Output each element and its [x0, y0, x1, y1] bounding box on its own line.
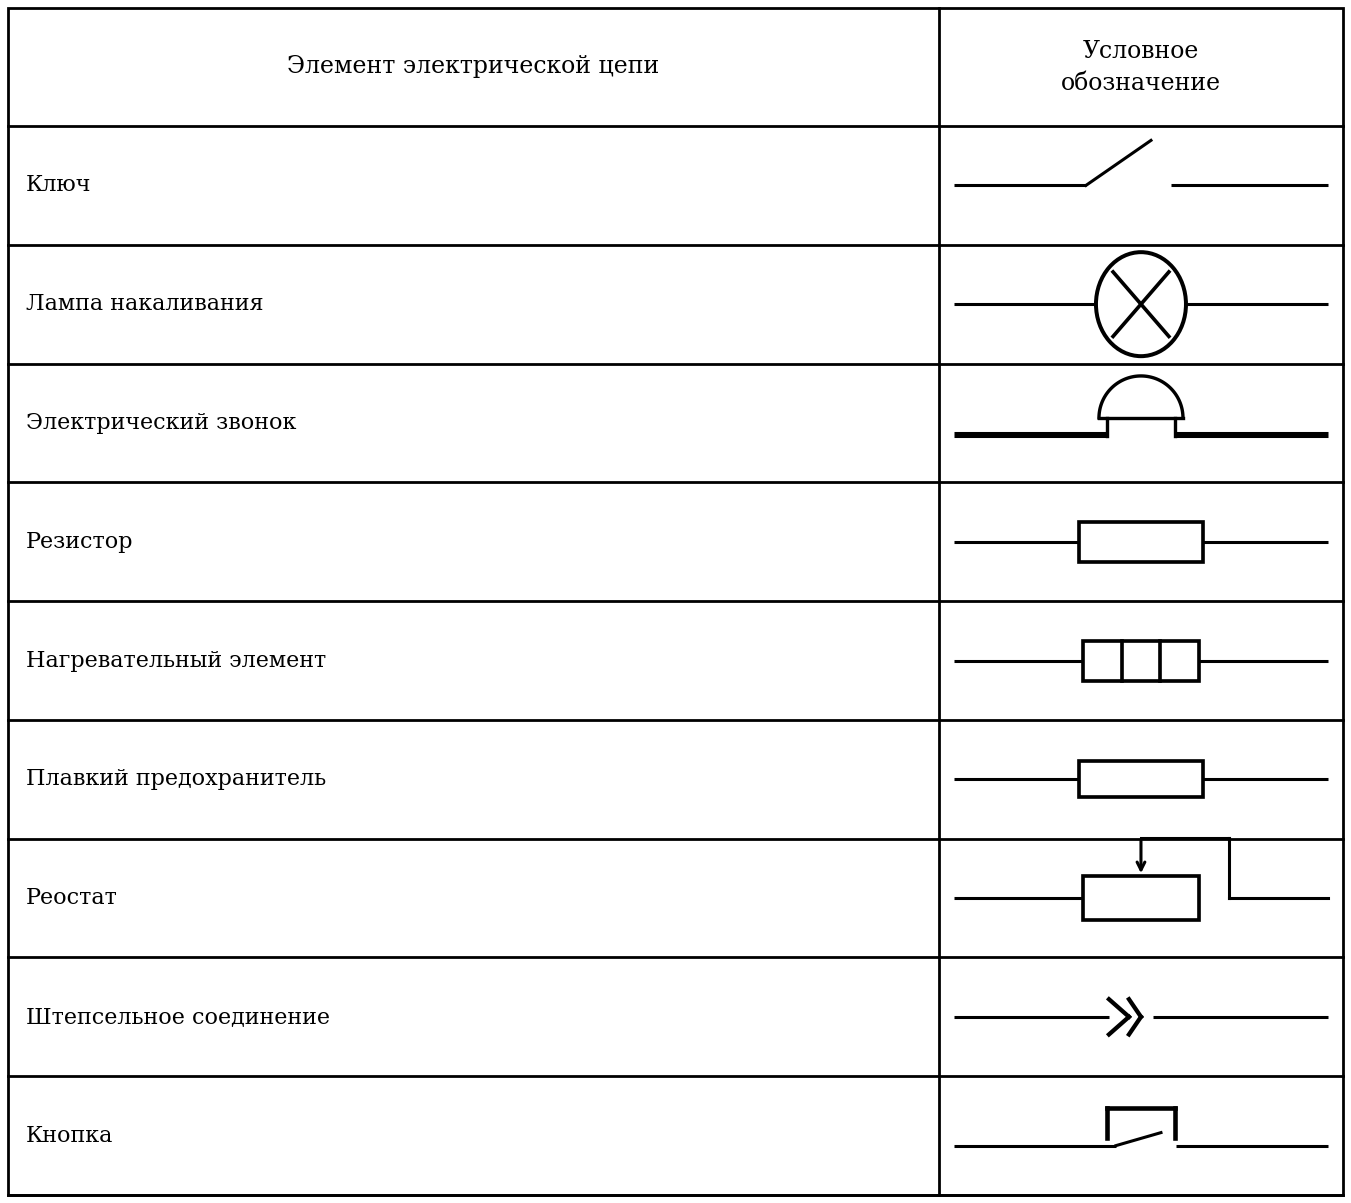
Text: Электрический звонок: Электрический звонок — [26, 411, 296, 434]
Text: Реостат: Реостат — [26, 887, 118, 909]
Bar — [1079, 761, 1202, 798]
Text: Ключ: Ключ — [26, 174, 92, 196]
Text: Лампа накаливания: Лампа накаливания — [26, 294, 263, 315]
Bar — [1084, 876, 1198, 920]
Text: Резистор: Резистор — [26, 531, 134, 552]
Text: Штепсельное соединение: Штепсельное соединение — [26, 1006, 330, 1027]
Text: Плавкий предохранитель: Плавкий предохранитель — [26, 769, 326, 790]
Bar — [1079, 522, 1202, 562]
Bar — [1084, 640, 1198, 681]
Text: Кнопка: Кнопка — [26, 1125, 113, 1146]
Text: Нагревательный элемент: Нагревательный элемент — [26, 650, 326, 671]
Text: Элемент электрической цепи: Элемент электрической цепи — [288, 55, 659, 78]
Text: Условное
обозначение: Условное обозначение — [1061, 40, 1221, 95]
